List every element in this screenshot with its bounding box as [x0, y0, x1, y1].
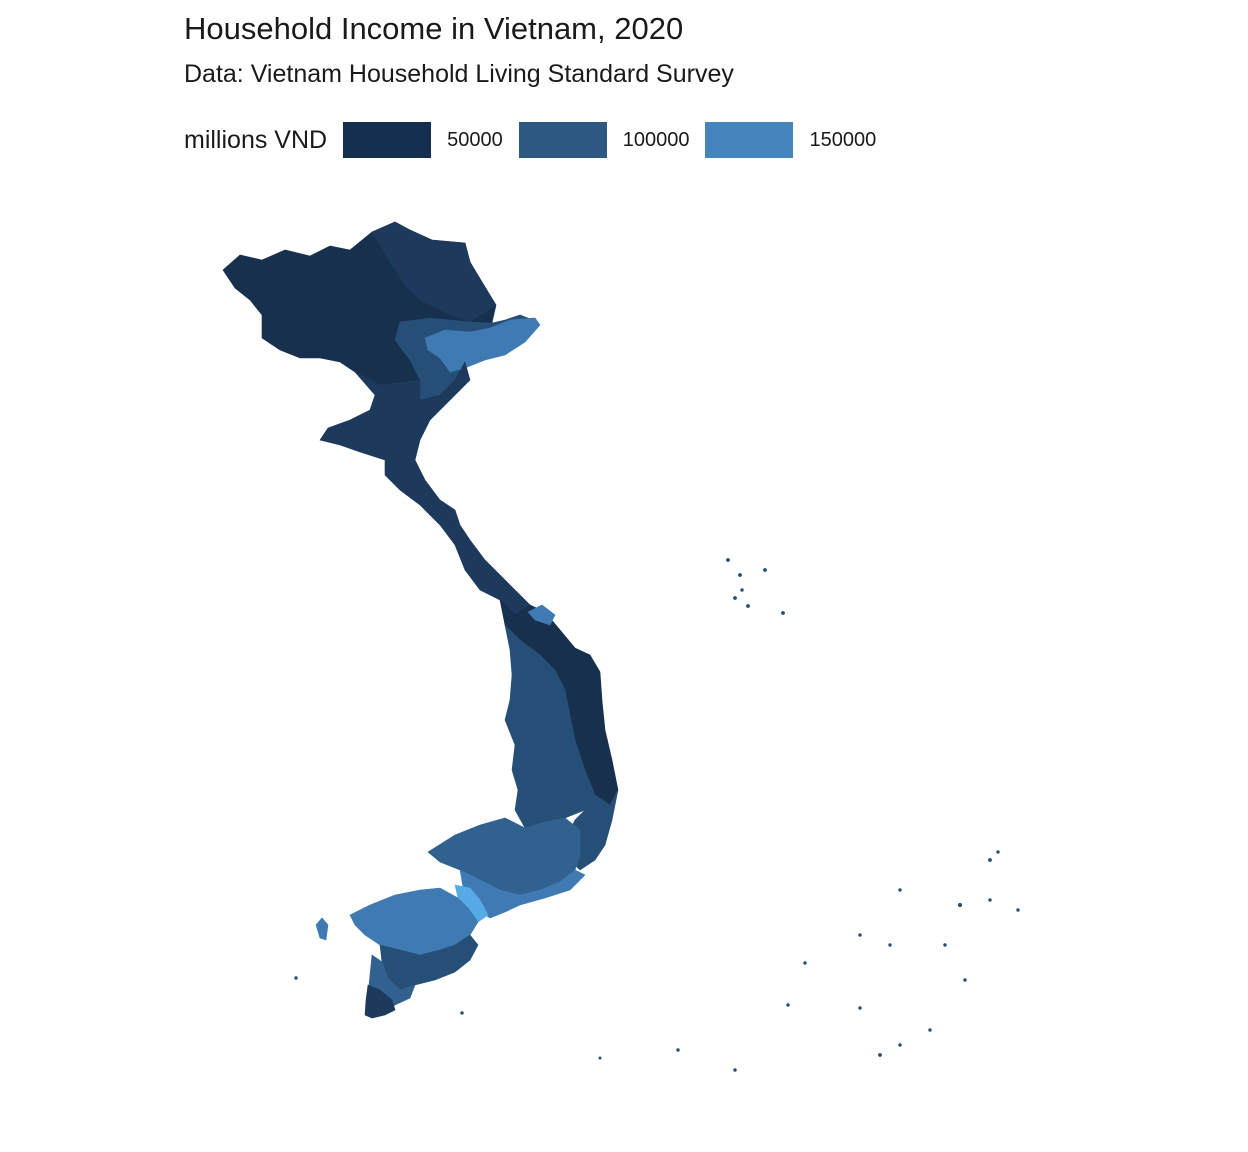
- paracel-islands: [726, 558, 785, 615]
- map-subtitle: Data: Vietnam Household Living Standard …: [184, 60, 734, 88]
- spratly-islands: [294, 850, 1020, 1072]
- legend-swatch-3: [705, 122, 794, 158]
- region-ca-mau: [364, 984, 396, 1019]
- legend-swatch-2: [518, 122, 607, 158]
- legend: millions VND 50000 100000 150000: [184, 122, 892, 158]
- legend-title: millions VND: [184, 125, 328, 154]
- legend-swatch-1: [343, 122, 432, 158]
- region-hue-danang: [527, 604, 556, 626]
- region-northeast-highlands: [371, 221, 497, 323]
- legend-label-2: 100000: [622, 128, 690, 151]
- region-north-central: [319, 361, 531, 616]
- legend-label-3: 150000: [809, 128, 877, 151]
- region-phu-quoc-island: [315, 917, 329, 941]
- legend-label-1: 50000: [447, 128, 503, 151]
- region-hanoi-haiphong: [424, 317, 541, 373]
- map-title: Household Income in Vietnam, 2020: [184, 11, 684, 46]
